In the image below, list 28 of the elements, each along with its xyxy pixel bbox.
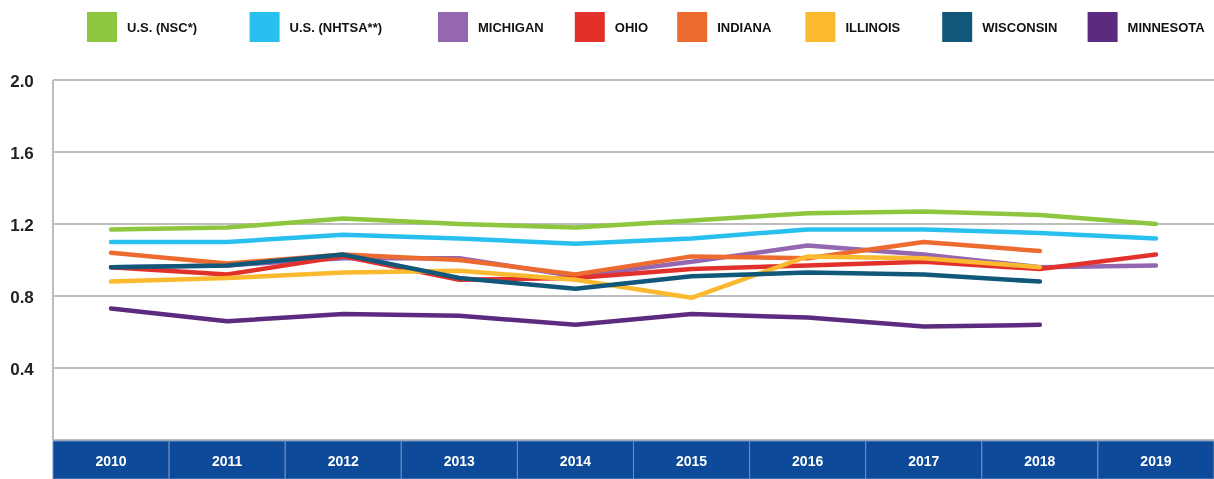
line-series — [108, 252, 1043, 292]
x-tick-label: 2014 — [559, 453, 592, 469]
x-tick-label: 2010 — [95, 453, 127, 469]
y-tick-label: 0.4 — [10, 360, 35, 379]
x-tick-label: 2012 — [327, 453, 360, 469]
x-tick-label: 2011 — [211, 453, 243, 469]
legend-label: MINNESOTA — [1127, 20, 1206, 35]
x-tick-label: 2016 — [792, 453, 824, 469]
x-tick-label: 2018 — [1024, 453, 1056, 469]
legend-label: ILLINOIS — [845, 20, 901, 35]
x-tick-label: 2019 — [1140, 453, 1172, 469]
x-tick-label: 2013 — [443, 453, 476, 469]
y-tick-label: 1.6 — [10, 144, 34, 163]
line-series — [108, 209, 1159, 232]
legend-label: U.S. (NSC*) — [127, 20, 198, 35]
line-series — [108, 227, 1159, 247]
legend-label: MICHIGAN — [478, 20, 544, 35]
legend-label: INDIANA — [717, 20, 772, 35]
line-series — [108, 306, 1043, 329]
y-tick-label: 0.8 — [10, 288, 34, 307]
legend-label: WISCONSIN — [982, 20, 1058, 35]
legend-label: U.S. (NHTSA**) — [289, 20, 383, 35]
y-tick-label: 2.0 — [10, 72, 34, 91]
y-tick-label: 1.2 — [10, 216, 34, 235]
x-tick-label: 2015 — [675, 453, 708, 469]
x-tick-label: 2017 — [908, 453, 940, 469]
line-series — [108, 254, 1043, 301]
legend-label: OHIO — [614, 20, 649, 35]
